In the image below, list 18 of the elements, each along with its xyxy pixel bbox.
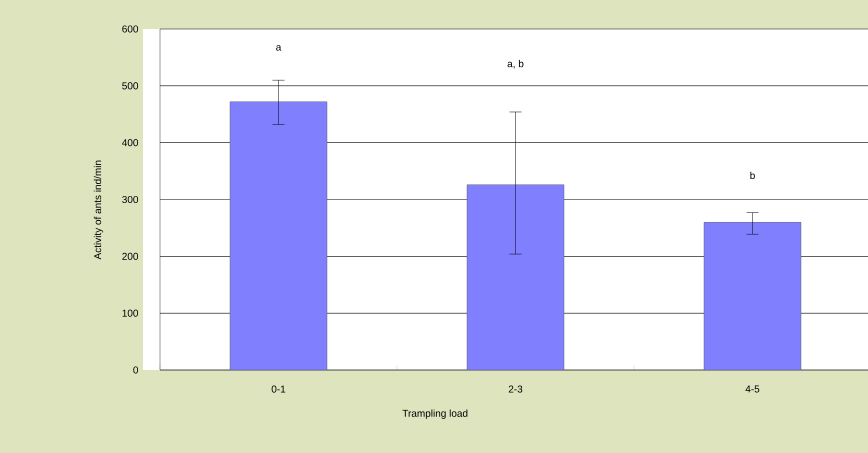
y-tick-label: 200 xyxy=(122,252,138,260)
y-tick-label: 300 xyxy=(122,196,138,204)
y-axis-title: Activity of ants ind/min xyxy=(94,160,104,260)
annotation: b xyxy=(750,172,755,180)
bar xyxy=(466,184,564,370)
x-tick-label: 4-5 xyxy=(746,386,760,393)
x-axis-title: Trampling load xyxy=(402,410,468,419)
annotation: a xyxy=(276,45,282,51)
annotation: a, b xyxy=(508,60,524,68)
y-tick-label: 400 xyxy=(122,139,138,146)
x-tick-label: 0-1 xyxy=(272,386,286,393)
y-tick-label: 500 xyxy=(122,82,138,90)
y-tick-label: 100 xyxy=(122,310,138,317)
y-tick-label: 600 xyxy=(122,25,138,33)
bar xyxy=(704,222,802,370)
x-tick-label: 2-3 xyxy=(508,386,522,393)
bar xyxy=(230,102,328,370)
y-tick-label: 0 xyxy=(133,366,138,374)
